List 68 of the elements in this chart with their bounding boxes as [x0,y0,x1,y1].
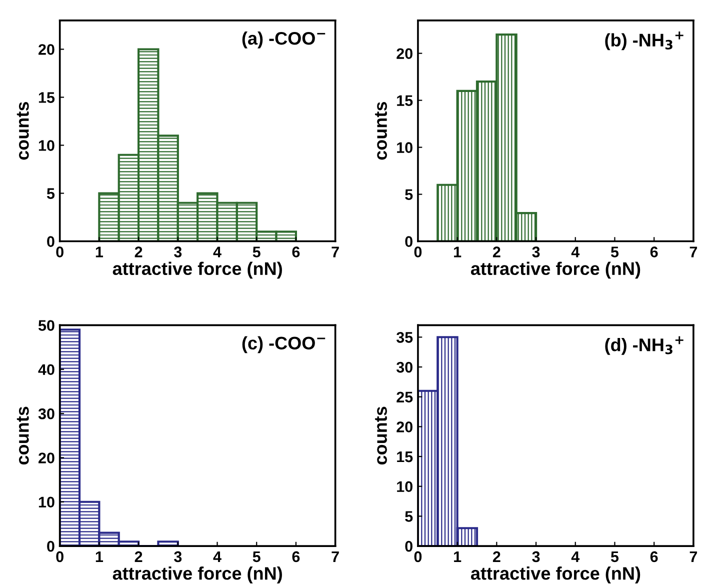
x-tick-label: 7 [332,551,339,562]
y-tick-label: 10 [38,496,54,508]
x-tick-label: 1 [454,246,462,258]
y-tick-label: 10 [38,140,54,151]
y-tick-label: 30 [396,362,412,373]
x-tick-label: 5 [610,246,619,258]
y-tick-label: 10 [397,481,412,492]
y-tick-label: 15 [397,452,413,462]
y-axis-title: counts [16,102,29,160]
y-tick-label: 20 [396,422,412,432]
x-tick-label: 0 [56,246,64,258]
y-tick-label: 15 [38,92,55,103]
x-tick-label: 0 [414,246,422,258]
x-tick-label: 7 [690,551,698,562]
x-tick-label: 7 [690,246,698,258]
annotation: (a) -COO$^{−}$ [242,31,326,48]
x-tick-label: 1 [454,551,462,562]
x-axis-title: attractive force (nN) [112,262,282,279]
x-axis-title: attractive force (nN) [470,262,640,279]
x-tick-label: 4 [571,551,580,562]
y-tick-label: 10 [397,142,412,153]
x-axis-title: attractive force (nN) [470,566,640,584]
x-tick-label: 2 [492,246,500,258]
y-tick-label: 35 [396,332,413,343]
annotation: (b) -NH$_{3}$$^{+}$ [605,31,684,50]
x-tick-label: 6 [650,551,658,562]
y-tick-label: 0 [47,540,54,552]
annotation: (c) -COO$^{−}$ [242,336,326,354]
y-tick-label: 20 [38,452,54,464]
x-tick-label: 3 [532,246,540,258]
x-tick-label: 6 [292,246,300,258]
x-tick-label: 2 [134,246,142,258]
y-tick-label: 15 [397,95,413,106]
y-tick-label: 40 [38,364,54,376]
y-tick-label: 25 [396,392,413,403]
y-tick-label: 30 [38,408,54,420]
x-tick-label: 5 [610,551,619,562]
x-tick-label: 1 [96,246,104,258]
x-tick-label: 6 [650,246,658,258]
x-tick-label: 4 [213,246,222,258]
y-tick-label: 20 [396,48,412,60]
annotation: (d) -NH$_{3}$$^{+}$ [605,336,684,355]
x-tick-label: 0 [414,551,422,562]
x-tick-label: 5 [252,551,260,562]
y-tick-label: 0 [405,236,412,247]
y-axis-title: counts [16,406,29,465]
x-tick-label: 5 [252,246,260,258]
x-tick-label: 4 [571,246,580,258]
y-axis-title: counts [375,406,387,465]
y-tick-label: 20 [38,44,54,55]
x-tick-label: 2 [492,551,500,562]
y-axis-title: counts [375,102,387,160]
y-tick-label: 5 [46,188,55,199]
y-tick-label: 5 [405,511,413,522]
x-tick-label: 3 [174,551,182,562]
x-tick-label: 2 [134,551,142,562]
x-tick-label: 7 [332,246,339,258]
y-tick-label: 0 [47,236,54,247]
x-tick-label: 3 [532,551,540,562]
x-tick-label: 6 [292,551,300,562]
x-tick-label: 0 [56,551,64,562]
x-tick-label: 1 [96,551,104,562]
y-tick-label: 50 [38,320,54,331]
x-tick-label: 3 [174,246,182,258]
x-tick-label: 4 [213,551,222,562]
x-axis-title: attractive force (nN) [112,566,282,584]
y-tick-label: 0 [405,540,412,552]
y-tick-label: 5 [405,189,413,200]
